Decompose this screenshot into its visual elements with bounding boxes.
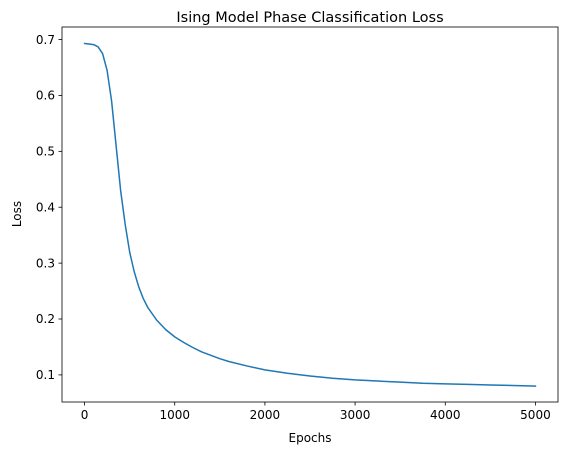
x-axis-ticks: 0 1000 2000 3000 4000 5000: [81, 402, 551, 422]
plot-background: [62, 27, 558, 402]
x-tick-label: 5000: [520, 408, 551, 422]
y-tick-label: 0.1: [36, 368, 55, 382]
y-tick-label: 0.7: [36, 33, 55, 47]
x-axis-label: Epochs: [289, 431, 332, 445]
y-tick-label: 0.6: [36, 89, 55, 103]
y-axis-label: Loss: [10, 201, 24, 227]
series-layer: [83, 42, 537, 387]
x-tick-label: 4000: [430, 408, 461, 422]
y-tick-label: 0.3: [36, 256, 55, 270]
y-tick-label: 0.5: [36, 145, 55, 159]
x-tick-label: 1000: [159, 408, 190, 422]
chart-title: Ising Model Phase Classification Loss: [176, 10, 443, 26]
y-tick-label: 0.4: [36, 200, 55, 214]
loss-series-line: [83, 42, 537, 387]
y-axis-ticks: 0.1 0.2 0.3 0.4 0.5 0.6 0.7: [36, 33, 62, 382]
x-tick-label: 2000: [250, 408, 281, 422]
plot-frame: [61, 26, 559, 403]
y-tick-label: 0.2: [36, 312, 55, 326]
x-tick-label: 3000: [340, 408, 371, 422]
x-tick-label: 0: [81, 408, 89, 422]
